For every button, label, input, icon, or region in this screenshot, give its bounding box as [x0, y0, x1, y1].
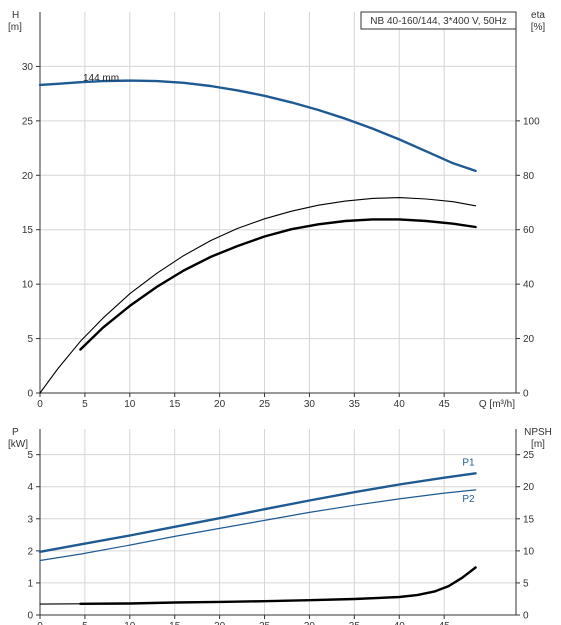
x-tick-label: 5	[82, 621, 88, 625]
y-left-tick-label: 3	[27, 514, 33, 525]
y-right-tick-label: 0	[523, 611, 529, 622]
y-left-tick-label: 25	[22, 116, 34, 127]
y-right-tick-label: 5	[523, 578, 529, 589]
series-label-p1: P1	[462, 457, 475, 468]
y-left-axis-unit: [m]	[8, 22, 22, 33]
y-left-tick-label: 10	[22, 280, 34, 291]
y-right-tick-label: 0	[523, 389, 529, 400]
x-tick-label: 0	[37, 399, 43, 410]
series-line-p1	[38, 472, 477, 553]
y-left-axis-title: P	[12, 427, 19, 438]
series-label-144-mm: 144 mm	[83, 73, 119, 84]
y-left-tick-label: 2	[27, 546, 33, 557]
y-right-tick-label: 20	[523, 482, 535, 493]
series-line-curve-3	[79, 566, 477, 605]
chart-title: NB 40-160/144, 3*400 V, 50Hz	[370, 16, 506, 27]
y-right-tick-label: 100	[523, 116, 540, 127]
x-tick-label: 10	[124, 399, 136, 410]
chart-panel-power-npsh: 0510152025303540450123450510152025P[kW]N…	[8, 427, 552, 625]
y-left-tick-label: 0	[27, 389, 33, 400]
y-left-tick-label: 20	[22, 171, 34, 182]
y-left-tick-label: 1	[27, 578, 33, 589]
y-right-axis-title: NPSH	[524, 427, 552, 438]
y-right-axis-title: eta	[531, 10, 545, 21]
x-tick-label: 45	[439, 399, 451, 410]
y-right-axis-unit: [m]	[531, 439, 545, 450]
y-right-tick-label: 25	[523, 450, 535, 461]
x-tick-label: 30	[304, 621, 316, 625]
x-tick-label: 35	[349, 399, 361, 410]
y-left-tick-label: 5	[27, 334, 33, 345]
y-left-tick-label: 4	[27, 482, 33, 493]
x-tick-label: 45	[439, 621, 451, 625]
x-tick-label: 20	[214, 621, 226, 625]
y-left-tick-label: 5	[27, 450, 33, 461]
x-axis-title: Q [m³/h]	[479, 399, 515, 410]
y-right-tick-label: 20	[523, 334, 535, 345]
y-left-axis-unit: [kW]	[8, 439, 28, 450]
y-right-tick-label: 60	[523, 225, 535, 236]
y-right-tick-label: 10	[523, 546, 535, 557]
x-tick-label: 20	[214, 399, 226, 410]
y-right-axis-unit: [%]	[531, 22, 546, 33]
x-tick-label: 0	[37, 621, 43, 625]
x-tick-label: 10	[124, 621, 136, 625]
y-right-tick-label: 80	[523, 171, 535, 182]
x-tick-label: 40	[394, 399, 406, 410]
series-label-p2: P2	[462, 494, 475, 505]
x-tick-label: 15	[169, 399, 181, 410]
series-line-curve-2	[79, 218, 477, 351]
chart-title-box	[360, 11, 517, 30]
y-left-tick-label: 30	[22, 62, 34, 73]
x-tick-label: 15	[169, 621, 181, 625]
x-tick-label: 35	[349, 621, 361, 625]
x-tick-label: 30	[304, 399, 316, 410]
y-left-tick-label: 0	[27, 611, 33, 622]
x-tick-label: 5	[82, 399, 88, 410]
chart-panel-performance: 0 5 10 15 20 25 30 35 40 45 0 5 10 15 20 25 30 0 20 40 60 80 1…	[8, 10, 546, 412]
series-line-p2	[39, 489, 477, 562]
x-tick-label: 40	[394, 621, 406, 625]
y-right-tick-label: 15	[523, 514, 535, 525]
x-tick-label: 25	[259, 621, 271, 625]
y-right-tick-label: 40	[523, 280, 535, 291]
series-line-curve-1	[39, 197, 477, 394]
x-tick-label: 25	[259, 399, 271, 410]
series-line-144-mm	[38, 79, 477, 173]
y-left-tick-label: 15	[22, 225, 34, 236]
y-left-axis-title: H	[12, 10, 19, 21]
